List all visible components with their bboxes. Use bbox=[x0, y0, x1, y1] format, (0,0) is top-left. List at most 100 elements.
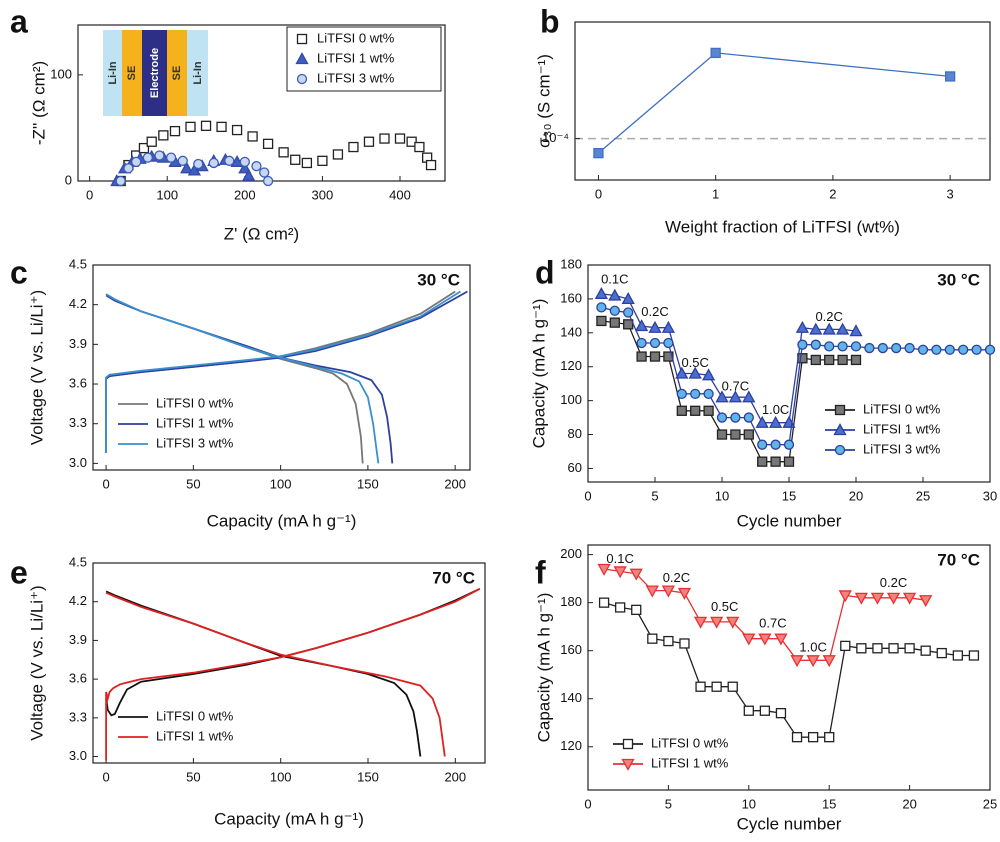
temperature-label: 30 °C bbox=[417, 270, 460, 289]
y-tick-label: 3.6 bbox=[69, 375, 87, 390]
x-tick-label: 2 bbox=[829, 186, 836, 201]
x-tick-label: 15 bbox=[822, 796, 836, 811]
marker bbox=[259, 167, 270, 178]
marker bbox=[608, 288, 622, 301]
marker bbox=[301, 157, 313, 169]
marker bbox=[728, 390, 742, 403]
marker bbox=[648, 320, 662, 333]
rate-annotation: 1.0C bbox=[799, 640, 826, 655]
marker bbox=[822, 322, 836, 335]
rate-annotation: 0.2C bbox=[815, 309, 842, 324]
marker bbox=[262, 138, 274, 150]
legend-label: LiTFSI 1 wt% bbox=[651, 755, 729, 770]
panel-label: f bbox=[535, 554, 546, 590]
series-line bbox=[603, 601, 974, 738]
x-axis-label: Weight fraction of LiTFSI (wt%) bbox=[665, 217, 900, 236]
marker bbox=[663, 635, 674, 647]
panel-label: b bbox=[540, 3, 560, 39]
y-tick-label: 120 bbox=[560, 358, 582, 373]
marker bbox=[952, 650, 963, 661]
marker bbox=[663, 337, 674, 349]
legend-marker bbox=[621, 758, 635, 771]
marker bbox=[216, 121, 227, 133]
marker bbox=[770, 456, 781, 467]
marker bbox=[710, 616, 724, 629]
marker bbox=[864, 342, 875, 354]
marker bbox=[290, 154, 301, 165]
marker bbox=[759, 705, 771, 716]
layer-se bbox=[167, 30, 187, 116]
marker bbox=[742, 633, 756, 646]
marker bbox=[791, 732, 803, 743]
marker bbox=[971, 344, 982, 355]
marker bbox=[757, 439, 768, 450]
inset-label: Li-In bbox=[107, 61, 119, 84]
y-tick-label: 4.2 bbox=[69, 296, 87, 311]
marker bbox=[596, 315, 607, 327]
marker bbox=[968, 650, 980, 661]
y-tick-label: 200 bbox=[560, 546, 582, 561]
marker bbox=[414, 141, 425, 153]
marker bbox=[317, 155, 328, 166]
x-axis-label: Z' (Ω cm²) bbox=[224, 224, 299, 243]
marker bbox=[903, 592, 917, 605]
panel-label: a bbox=[10, 3, 28, 39]
marker bbox=[394, 133, 406, 144]
x-tick-label: 200 bbox=[444, 476, 466, 491]
marker bbox=[774, 633, 788, 646]
x-tick-label: 0 bbox=[86, 187, 93, 202]
marker bbox=[158, 130, 169, 141]
marker bbox=[185, 121, 196, 133]
marker bbox=[695, 681, 706, 692]
legend-label: LiTFSI 3 wt% bbox=[863, 441, 941, 456]
marker bbox=[770, 439, 781, 450]
legend-marker bbox=[295, 52, 309, 65]
legend-label: LiTFSI 0 wt% bbox=[317, 30, 395, 45]
x-tick-label: 100 bbox=[156, 187, 178, 202]
marker bbox=[797, 339, 808, 350]
y-axis-label: -Z'' (Ω cm²) bbox=[29, 61, 48, 145]
rate-annotation: 0.1C bbox=[606, 551, 633, 566]
y-tick-label: 4.5 bbox=[69, 554, 87, 569]
y-tick-label: 160 bbox=[560, 290, 582, 305]
panel: 0 5 10 15 20 25 30 60 80 100 120 140 160 180 Cycle num… bbox=[529, 254, 997, 530]
marker bbox=[242, 168, 256, 181]
rate-annotation: 0.7C bbox=[759, 616, 786, 631]
y-tick-label: 80 bbox=[568, 426, 582, 441]
marker bbox=[676, 388, 687, 399]
rate-annotation: 0.7C bbox=[722, 379, 749, 394]
legend-label: LiTFSI 0 wt% bbox=[863, 401, 941, 416]
marker bbox=[795, 320, 809, 333]
marker bbox=[663, 351, 674, 362]
plot-frame bbox=[574, 21, 991, 181]
x-tick-label: 5 bbox=[665, 796, 672, 811]
marker bbox=[783, 456, 795, 467]
marker bbox=[822, 655, 836, 668]
y-tick-label: 4.5 bbox=[69, 256, 87, 271]
marker bbox=[224, 155, 235, 166]
temperature-label: 70 °C bbox=[937, 550, 980, 569]
legend-label: LiTFSI 1 wt% bbox=[317, 50, 395, 65]
marker bbox=[809, 322, 823, 335]
legend-marker bbox=[296, 73, 308, 85]
marker bbox=[710, 47, 721, 59]
legend-label: LiTFSI 3 wt% bbox=[317, 70, 395, 85]
marker bbox=[675, 366, 689, 379]
marker bbox=[193, 158, 204, 170]
inset-label: Li-In bbox=[192, 61, 204, 84]
marker bbox=[123, 163, 134, 174]
marker bbox=[755, 415, 769, 428]
marker bbox=[944, 71, 956, 82]
marker bbox=[597, 563, 611, 576]
marker bbox=[690, 405, 701, 416]
x-axis-label: Cycle number bbox=[737, 511, 842, 530]
marker bbox=[958, 344, 969, 355]
y-tick-label: 0 bbox=[65, 172, 72, 187]
marker bbox=[726, 616, 740, 629]
x-tick-label: 300 bbox=[312, 187, 334, 202]
x-tick-label: 0 bbox=[102, 476, 109, 491]
marker bbox=[131, 156, 142, 168]
marker bbox=[406, 136, 417, 147]
marker bbox=[758, 633, 772, 646]
marker bbox=[919, 595, 933, 608]
